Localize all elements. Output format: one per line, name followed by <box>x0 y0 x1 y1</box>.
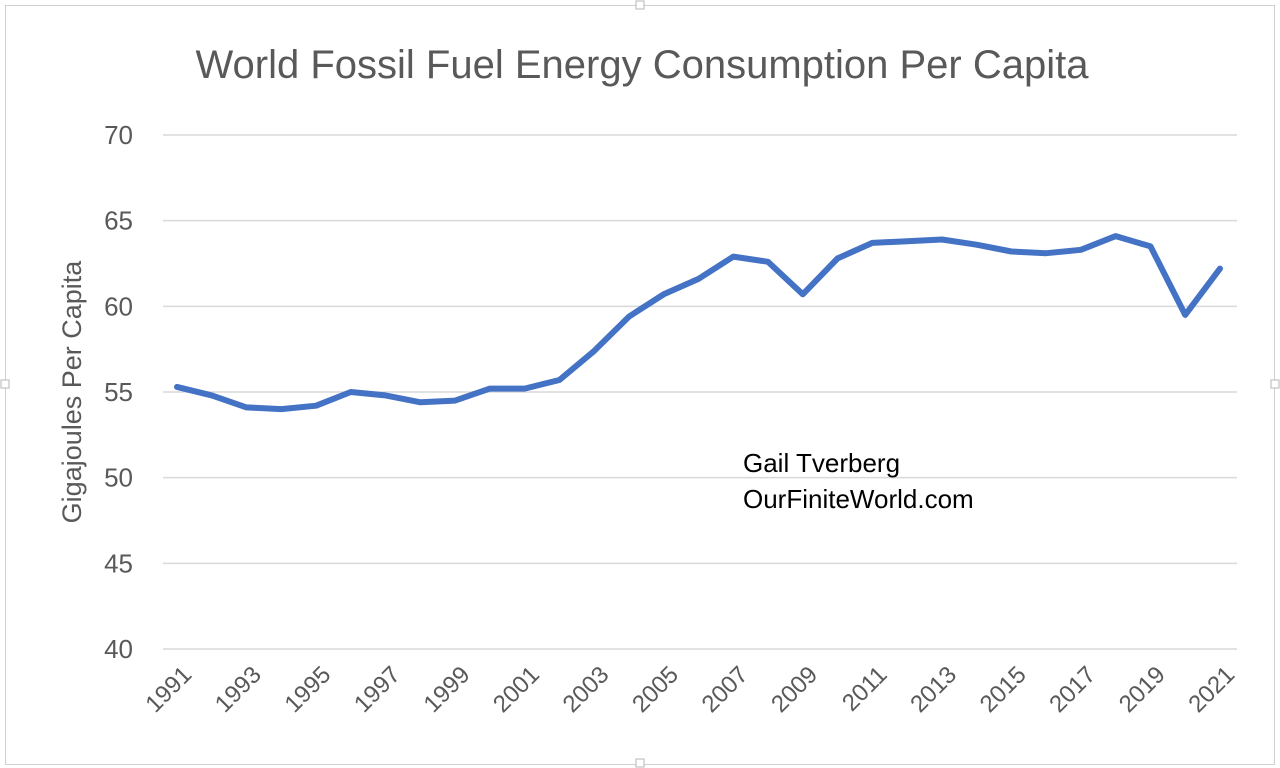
data-point-2002 <box>556 377 562 383</box>
chart-title: World Fossil Fuel Energy Consumption Per… <box>196 43 1090 87</box>
y-tick-label-55: 55 <box>104 377 133 407</box>
y-tick-label-70: 70 <box>104 120 133 150</box>
x-tick-label-1997: 1997 <box>349 661 406 718</box>
data-point-2014 <box>974 242 980 248</box>
y-tick-label-60: 60 <box>104 291 133 321</box>
x-tick-label-2009: 2009 <box>766 661 823 718</box>
data-point-2011 <box>869 240 875 246</box>
data-point-1994 <box>278 406 284 412</box>
data-point-2004 <box>626 314 632 320</box>
data-point-1997 <box>383 392 389 398</box>
data-point-2015 <box>1008 249 1014 255</box>
annotation-author: Gail Tverberg <box>743 448 900 478</box>
data-point-2009 <box>800 291 806 297</box>
data-point-1999 <box>452 398 458 404</box>
data-point-2007 <box>730 254 736 260</box>
x-tick-label-1991: 1991 <box>140 661 197 718</box>
data-point-1998 <box>417 399 423 405</box>
resize-handle-bottom[interactable] <box>635 758 645 768</box>
x-tick-label-1993: 1993 <box>210 661 267 718</box>
data-point-2000 <box>487 386 493 392</box>
y-tick-label-65: 65 <box>104 206 133 236</box>
y-axis-label: Gigajoules Per Capita <box>57 260 87 524</box>
data-point-2006 <box>696 276 702 282</box>
y-axis-ticks: 40 45 50 55 60 65 70 <box>104 120 133 664</box>
resize-handle-top[interactable] <box>635 0 645 10</box>
x-tick-label-2005: 2005 <box>627 661 684 718</box>
y-tick-label-50: 50 <box>104 463 133 493</box>
data-point-2005 <box>661 291 667 297</box>
data-point-2017 <box>1078 247 1084 253</box>
chart-border <box>5 5 1275 765</box>
x-tick-label-2019: 2019 <box>1114 661 1171 718</box>
data-point-1991 <box>174 384 180 390</box>
y-tick-label-40: 40 <box>104 634 133 664</box>
x-tick-label-2013: 2013 <box>905 661 962 718</box>
data-point-2019 <box>1148 243 1154 249</box>
data-point-2003 <box>591 348 597 354</box>
data-point-2001 <box>522 386 528 392</box>
x-tick-label-2021: 2021 <box>1183 661 1240 718</box>
data-point-2020 <box>1182 312 1188 318</box>
x-tick-label-1995: 1995 <box>279 661 336 718</box>
plot-area <box>174 233 1223 413</box>
x-tick-label-2007: 2007 <box>697 661 754 718</box>
watermark: Gail Tverberg OurFiniteWorld.com <box>743 448 974 514</box>
data-point-1996 <box>348 389 354 395</box>
data-point-1995 <box>313 403 319 409</box>
gridlines <box>163 134 1237 650</box>
x-axis-ticks: 1991 1993 1995 1997 1999 2001 2003 2005 2007 2009… <box>140 661 1240 718</box>
annotation-website: OurFiniteWorld.com <box>743 484 974 514</box>
data-point-2018 <box>1113 233 1119 239</box>
resize-handle-right[interactable] <box>1270 379 1280 389</box>
y-tick-label-45: 45 <box>104 548 133 578</box>
x-tick-label-1999: 1999 <box>419 661 476 718</box>
x-tick-label-2015: 2015 <box>975 661 1032 718</box>
data-point-2008 <box>765 259 771 265</box>
data-point-1993 <box>244 404 250 410</box>
data-point-2016 <box>1043 250 1049 256</box>
resize-handle-left[interactable] <box>0 379 10 389</box>
data-point-2013 <box>939 237 945 243</box>
data-point-2012 <box>904 238 910 244</box>
data-point-2010 <box>835 255 841 261</box>
x-tick-label-2003: 2003 <box>558 661 615 718</box>
x-tick-label-2001: 2001 <box>488 661 545 718</box>
x-tick-label-2011: 2011 <box>837 661 893 717</box>
data-point-1992 <box>209 392 215 398</box>
series-line-0 <box>174 233 1223 413</box>
data-point-2021 <box>1217 266 1223 272</box>
x-tick-label-2017: 2017 <box>1044 661 1101 718</box>
